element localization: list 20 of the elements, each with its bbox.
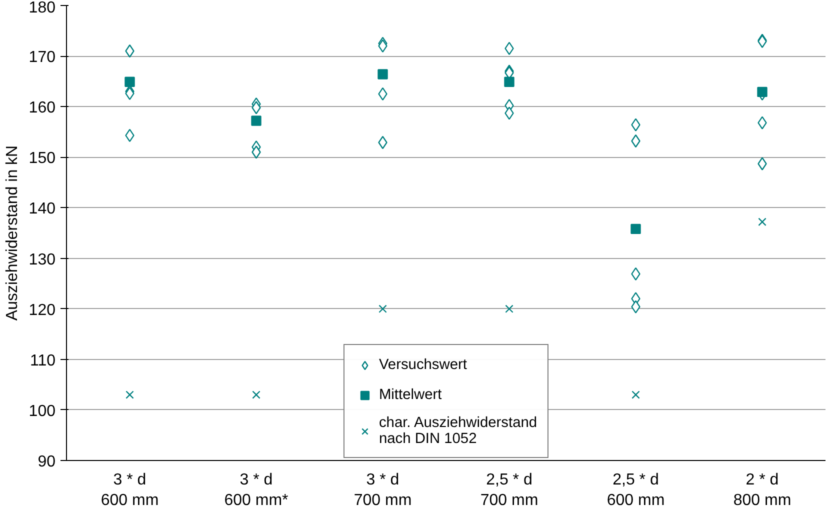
x-tick-label: 2,5 * d 700 mm [480,472,538,509]
y-tick-label: 180 [28,0,56,16]
x-tick-label: 2,5 * d 600 mm [606,472,665,509]
y-tick-label: 140 [28,200,56,218]
y-tick-label: 170 [28,49,56,66]
legend-label: char. Ausziehwiderstand nach DIN 1052 [378,415,538,447]
x-tick-label: 3 * d 600 mm* [224,472,288,509]
y-tick-label: 100 [28,402,56,420]
y-axis-title: Ausziehwiderstand in kN [4,145,21,321]
x-tick-label: 2 * d 800 mm [733,472,792,509]
y-tick-label: 120 [28,302,56,319]
x-tick-label: 3 * d 700 mm [354,472,412,509]
y-tick-label: 160 [28,100,56,117]
y-tick-label: 110 [30,352,56,370]
y-tick-label: 130 [28,251,56,268]
y-tick-label: 150 [28,150,56,168]
x-tick-label: 3 * d 600 mm [100,472,159,509]
legend-label: Versuchswert [378,357,467,373]
y-tick-label: 90 [38,454,56,470]
legend-label: Mittelwert [378,387,442,403]
